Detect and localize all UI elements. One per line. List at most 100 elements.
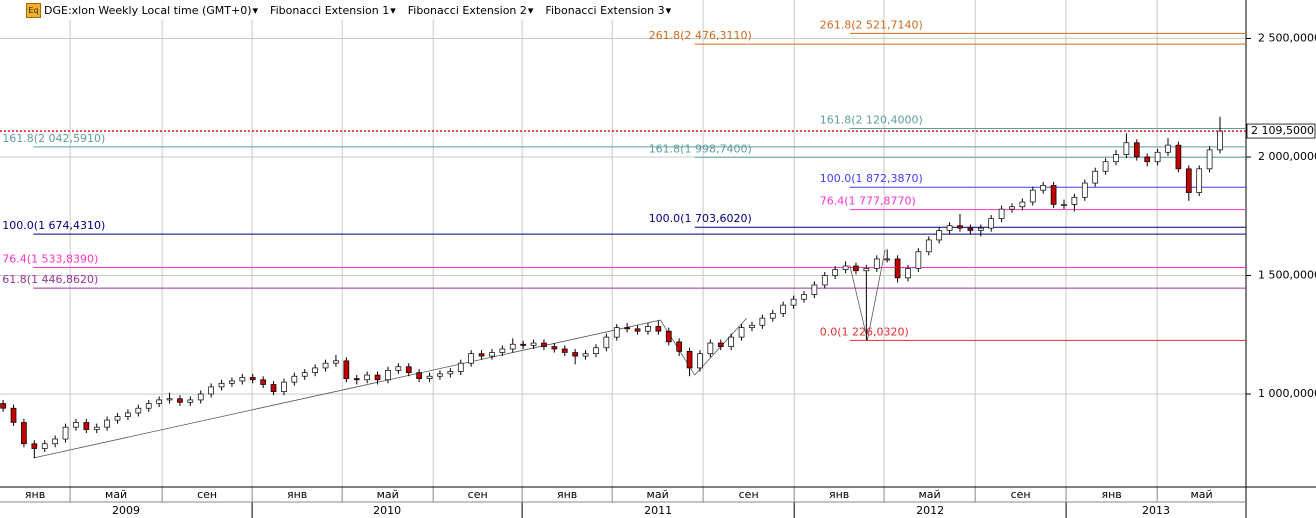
x-tick-label: янв xyxy=(829,488,849,501)
x-tick-label: сен xyxy=(468,488,488,501)
candle-body xyxy=(426,375,433,379)
candle-body xyxy=(218,382,225,388)
candle-body xyxy=(10,407,17,423)
candle-body xyxy=(333,360,339,364)
symbol-icon[interactable]: Eq xyxy=(26,2,41,18)
candle-body xyxy=(1175,144,1182,170)
candle-body xyxy=(468,353,475,364)
candle-body xyxy=(1061,204,1067,206)
candle-body xyxy=(1196,168,1203,193)
candle-body xyxy=(561,348,568,353)
candle-body xyxy=(998,208,1005,219)
candle-body xyxy=(1185,168,1192,193)
candle-body xyxy=(374,374,381,381)
fib-label: 261.8(2 521,7140) xyxy=(820,18,923,31)
candle-body xyxy=(707,342,714,355)
year-label: 2009 xyxy=(112,504,140,517)
candle-body xyxy=(728,336,735,347)
candle-body xyxy=(166,398,173,401)
candle-body xyxy=(437,373,443,377)
x-tick-label: сен xyxy=(197,488,217,501)
candle-body xyxy=(0,403,6,409)
candle-body xyxy=(457,362,464,372)
candle-body xyxy=(780,304,787,314)
candle-body xyxy=(624,327,631,330)
candle-body xyxy=(260,379,266,385)
candle-body xyxy=(52,438,58,445)
candle-body xyxy=(364,374,370,381)
y-tick-label: 2 000,0000 xyxy=(1258,150,1316,163)
candle-body xyxy=(988,218,995,229)
candle-body xyxy=(925,239,932,253)
candle-body xyxy=(863,268,870,272)
candle-body xyxy=(1029,189,1036,203)
candle-body xyxy=(530,342,537,346)
candle-body xyxy=(1165,144,1171,153)
candle-body xyxy=(1081,182,1088,198)
candle-body xyxy=(322,362,329,369)
candle-body xyxy=(769,313,776,319)
candle-body xyxy=(312,367,318,374)
candle-body xyxy=(62,426,69,440)
candle-body xyxy=(1144,156,1151,163)
candle-body xyxy=(478,353,485,357)
candle-body xyxy=(301,372,308,377)
candle-body xyxy=(905,268,911,279)
candle-body xyxy=(229,380,235,384)
candle-body xyxy=(145,403,152,409)
candle-body xyxy=(93,426,100,430)
candle-body xyxy=(717,342,724,347)
candle-body xyxy=(187,399,194,403)
candle-body xyxy=(416,372,422,379)
x-tick-label: сен xyxy=(1011,488,1031,501)
fib-label: 61.8(1 446,8620) xyxy=(2,273,98,286)
candle-body xyxy=(156,399,162,404)
candle-body xyxy=(749,324,755,328)
candle-body xyxy=(686,350,693,369)
year-label: 2011 xyxy=(644,504,672,517)
candle-body xyxy=(343,360,350,379)
symbol-menu[interactable]: DGE:xlon Weekly Local time (GMT+0) xyxy=(44,4,258,17)
fib-label: 76.4(1 533,8390) xyxy=(2,252,98,265)
x-tick-label: май xyxy=(919,488,941,501)
candle-body xyxy=(281,381,287,392)
candle-body xyxy=(1050,185,1057,205)
candle-body xyxy=(821,275,828,286)
candle-body xyxy=(385,369,391,381)
candle-body xyxy=(31,443,38,449)
candle-body xyxy=(135,407,142,414)
candle-body xyxy=(551,346,558,350)
year-label: 2012 xyxy=(916,504,944,517)
candle-body xyxy=(1040,185,1047,191)
candle-body xyxy=(873,258,880,269)
candle-body xyxy=(41,443,48,449)
candle-body xyxy=(853,265,859,272)
candle-body xyxy=(353,378,360,381)
candle-body xyxy=(73,422,79,428)
candle-body xyxy=(249,377,256,381)
candle-body xyxy=(738,327,745,338)
candle-body xyxy=(114,416,121,421)
candle-body xyxy=(832,269,839,276)
candle-body xyxy=(603,336,610,349)
last-price-box xyxy=(1246,123,1316,139)
candle-body xyxy=(291,375,298,383)
candle-body xyxy=(489,352,495,357)
candle-body xyxy=(1092,170,1099,184)
chart-header: Eq DGE:xlon Weekly Local time (GMT+0) Fi… xyxy=(0,0,690,20)
candle-body xyxy=(967,227,974,231)
indicator-menu[interactable]: Fibonacci Extension 2 xyxy=(408,4,534,17)
candle-body xyxy=(1123,142,1130,155)
candle-body xyxy=(572,352,579,357)
candle-body xyxy=(270,384,277,392)
indicator-menu[interactable]: Fibonacci Extension 3 xyxy=(545,4,671,17)
candle-body xyxy=(405,366,412,374)
candle-body xyxy=(1102,161,1109,172)
candle-body xyxy=(582,353,589,357)
candle-body xyxy=(104,419,110,428)
candle-body xyxy=(239,377,246,382)
indicator-menu[interactable]: Fibonacci Extension 1 xyxy=(270,4,396,17)
y-tick-label: 1 000,0000 xyxy=(1258,387,1316,400)
